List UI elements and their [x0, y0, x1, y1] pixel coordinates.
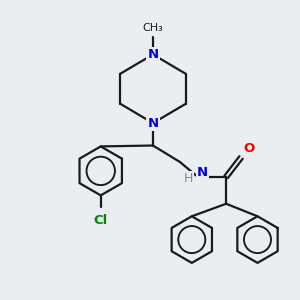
Text: N: N	[147, 117, 158, 130]
Text: H: H	[184, 172, 193, 185]
Text: N: N	[147, 48, 158, 61]
Text: O: O	[244, 142, 255, 155]
Text: CH₃: CH₃	[142, 23, 164, 33]
Text: Cl: Cl	[94, 214, 108, 227]
Text: N: N	[197, 166, 208, 179]
